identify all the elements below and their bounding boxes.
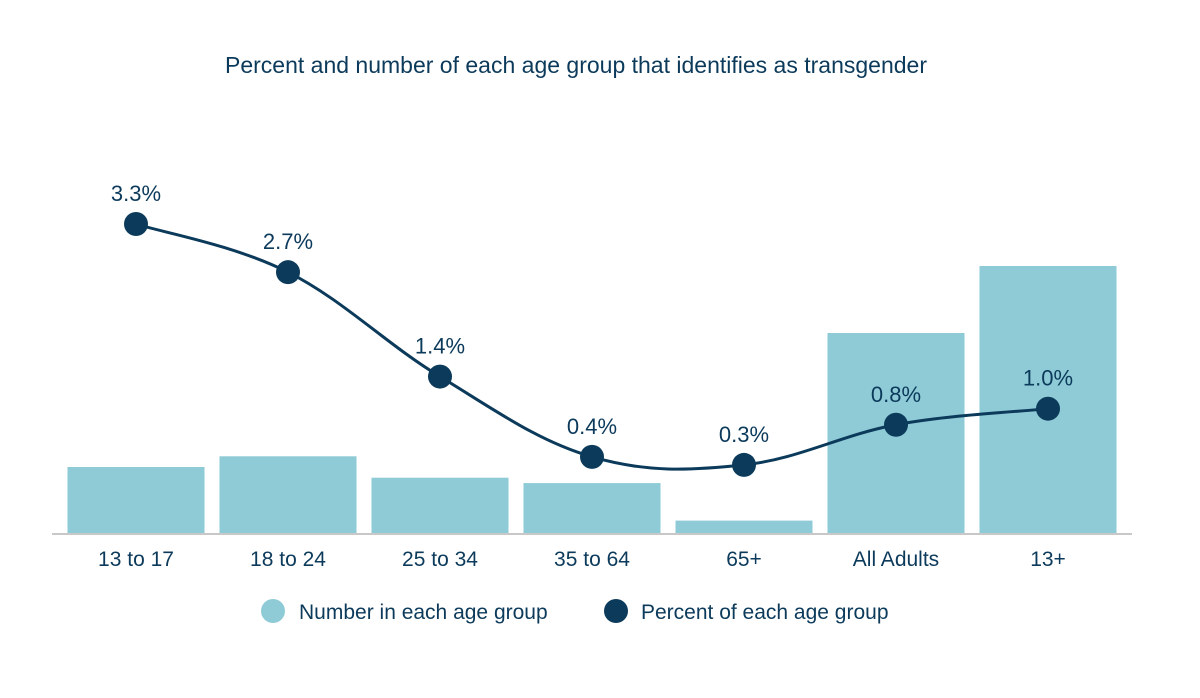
percent-point <box>1036 396 1060 421</box>
legend: Number in each age group Percent of each… <box>261 599 889 624</box>
x-tick-label: 18 to 24 <box>250 548 326 571</box>
percent-data-label: 1.0% <box>1023 366 1073 391</box>
percent-point <box>580 444 604 469</box>
percent-data-label: 1.4% <box>415 334 465 359</box>
percent-point <box>124 212 148 236</box>
legend-swatch-percent <box>604 599 628 623</box>
legend-swatch-number <box>261 599 285 623</box>
x-tick-label: 13 to 17 <box>98 548 174 571</box>
percent-data-label: 2.7% <box>263 229 313 254</box>
bar-25-to-34 <box>371 477 509 534</box>
bar-65- <box>675 520 813 534</box>
bar-13-to-17 <box>67 467 205 534</box>
x-tick-labels: 13 to 17 18 to 24 25 to 34 35 to 64 65+ All A… <box>98 548 1066 571</box>
percent-point <box>428 364 452 389</box>
percent-data-label: 0.8% <box>871 382 921 407</box>
percent-point <box>884 412 908 437</box>
x-tick-label: 65+ <box>726 548 762 571</box>
bar-18-to-24 <box>219 456 357 534</box>
x-tick-label: All Adults <box>853 548 939 571</box>
x-tick-label: 25 to 34 <box>402 548 478 571</box>
x-tick-label: 13+ <box>1030 548 1066 571</box>
chart-title: Percent and number of each age group tha… <box>225 52 927 78</box>
bar-35-to-64 <box>523 483 661 534</box>
percent-points-layer: 3.3% 2.7% 1.4% 0.4% 0.3% 0.8% 1.0% <box>111 181 1073 477</box>
legend-label-percent: Percent of each age group <box>641 601 889 624</box>
percent-point <box>732 452 756 477</box>
percent-point <box>276 260 300 285</box>
percent-data-label: 0.4% <box>567 414 617 439</box>
legend-label-number: Number in each age group <box>299 601 548 624</box>
percent-data-label: 0.3% <box>719 422 769 447</box>
bars-layer <box>67 266 1117 534</box>
x-tick-label: 35 to 64 <box>554 548 630 571</box>
percent-data-label: 3.3% <box>111 181 161 206</box>
